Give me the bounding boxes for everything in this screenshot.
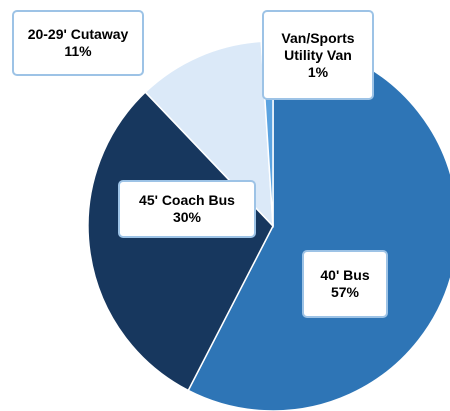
category-name: 40' Bus	[320, 267, 370, 283]
pie-slice	[87, 91, 274, 392]
slice-label: 40' Bus 57%	[302, 250, 388, 318]
category-name: 45' Coach Bus	[139, 192, 235, 208]
category-name: Van/Sports Utility Van	[281, 29, 355, 63]
slice-label: Van/Sports Utility Van 1%	[262, 10, 374, 100]
category-name: 20-29' Cutaway	[27, 26, 129, 42]
pie-slice	[144, 40, 274, 229]
value-label: 1%	[307, 63, 329, 80]
slice-label: 20-29' Cutaway 11%	[12, 10, 144, 76]
value-label: 57%	[330, 284, 360, 300]
slice-label: 45' Coach Bus 30%	[118, 180, 256, 238]
value-label: 30%	[172, 209, 202, 225]
value-label: 11%	[64, 43, 92, 59]
